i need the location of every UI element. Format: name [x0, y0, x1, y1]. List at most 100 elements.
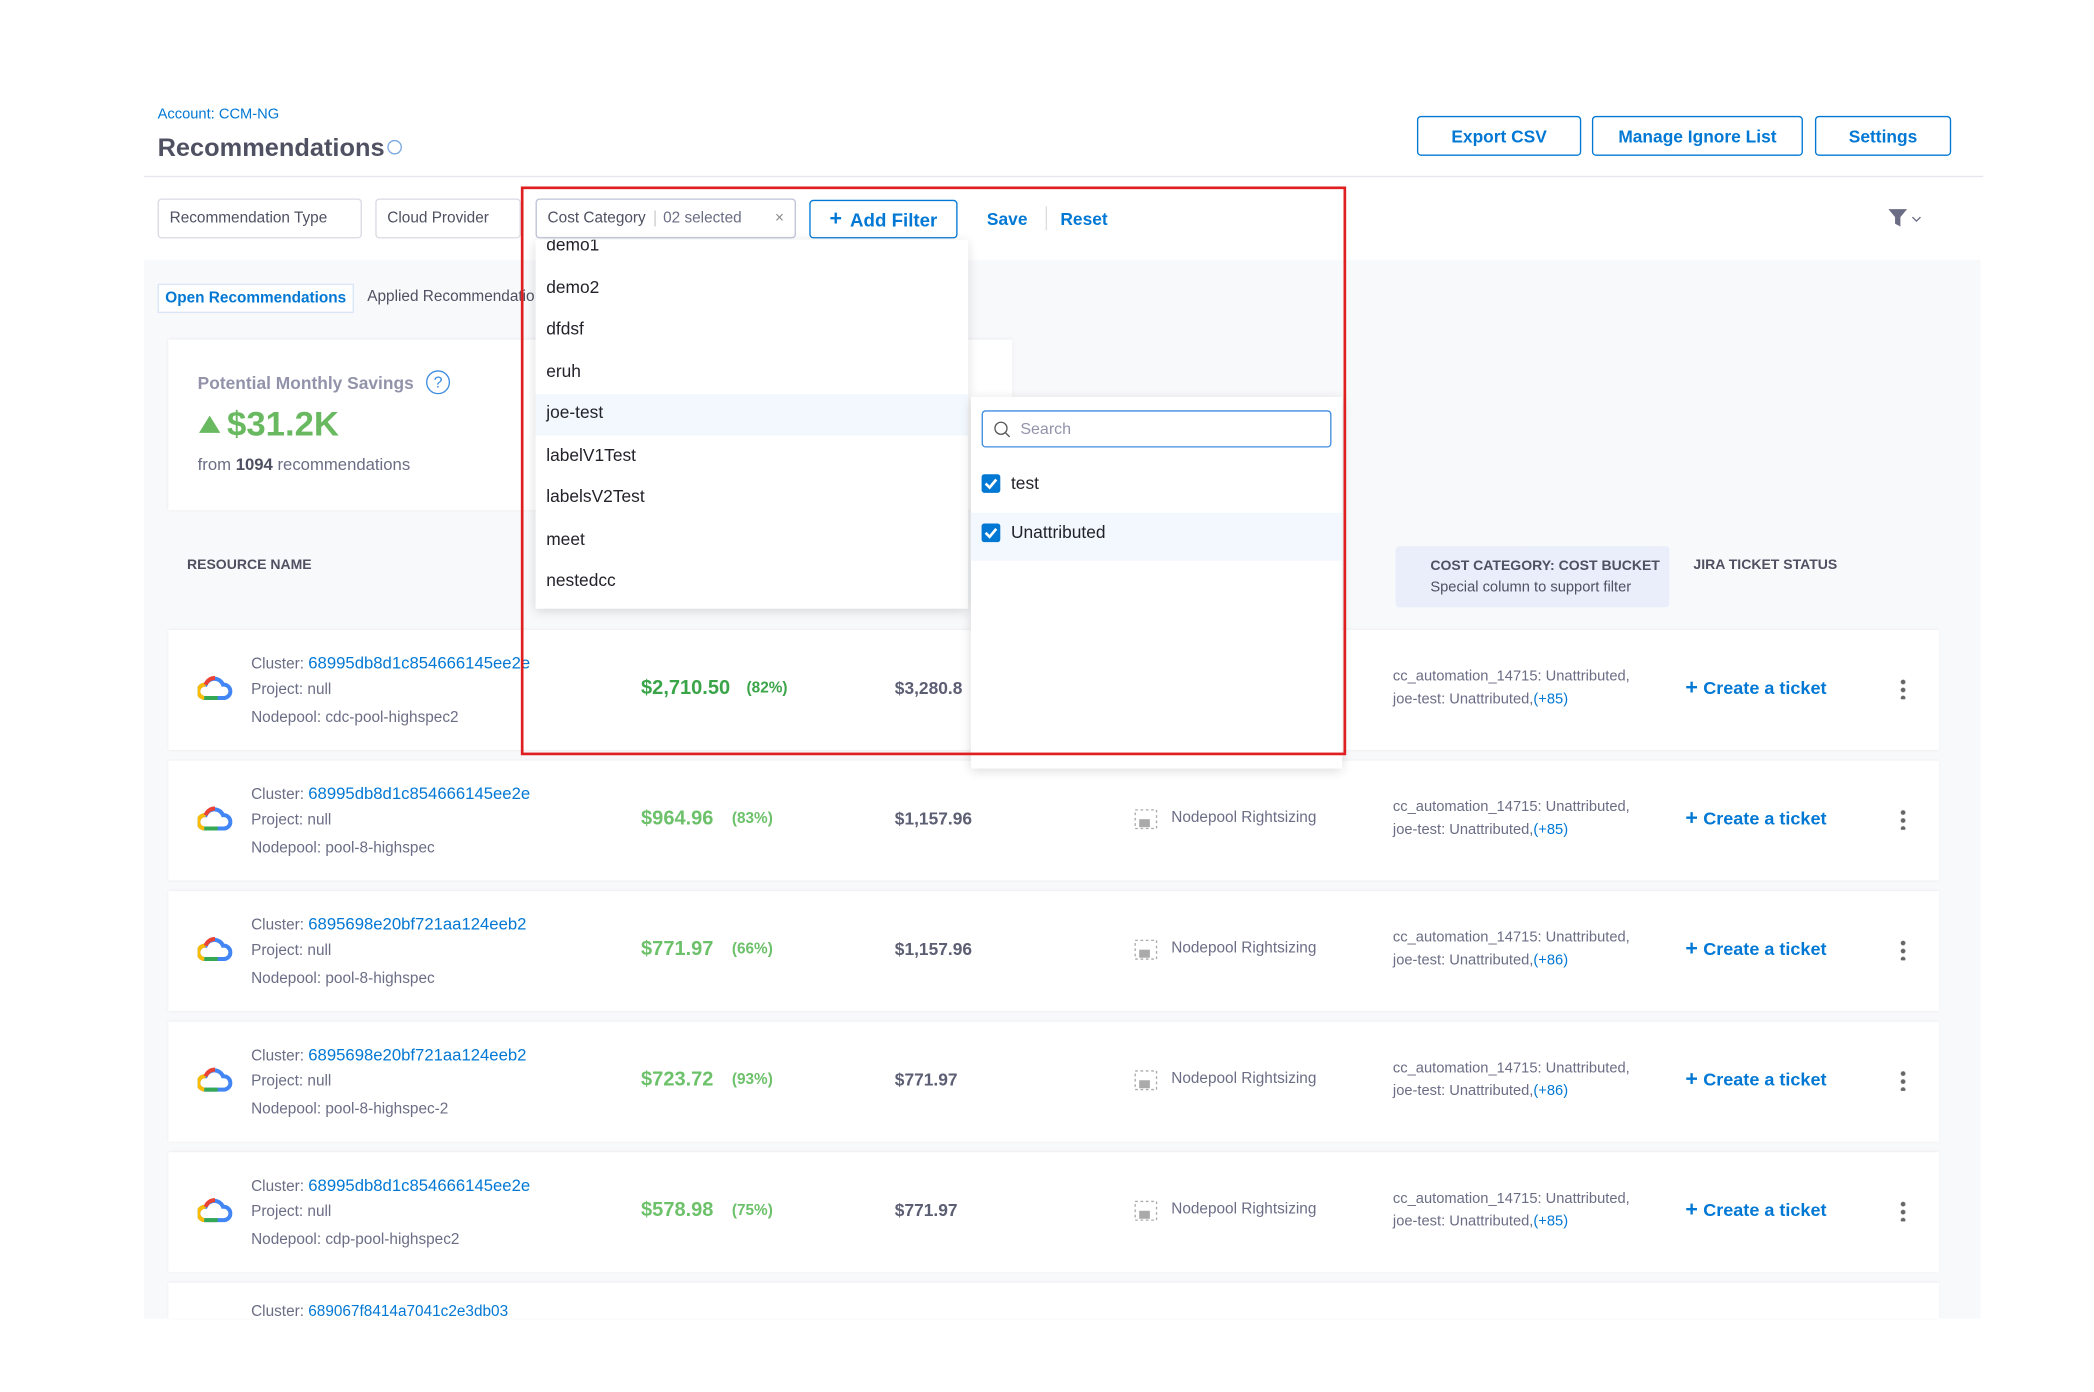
resource-line: Project: null — [251, 943, 331, 959]
save-button[interactable]: Save — [986, 209, 1028, 230]
option-label[interactable]: test — [1010, 472, 1039, 493]
savings-value: $771.97 — [641, 937, 714, 961]
dropdown-item[interactable]: demo1 — [546, 239, 600, 255]
tab-active[interactable]: Open Recommendations — [157, 283, 354, 314]
cluster-value[interactable]: 68995db8d1c854666145ee2e — [308, 1176, 531, 1195]
resource-line: Cluster: 68995db8d1c854666145ee2e — [251, 1176, 530, 1195]
add-filter-button[interactable]: + Add Filter — [809, 199, 958, 239]
type-icon — [1134, 939, 1158, 960]
dropdown-item[interactable]: labelsV2Test — [546, 486, 645, 507]
option-label[interactable]: Unattributed — [1010, 522, 1106, 543]
dropdown-item[interactable]: joe-test — [546, 402, 604, 423]
dropdown-item[interactable]: labelV1Test — [546, 444, 636, 465]
kebab-menu[interactable] — [1900, 1069, 1906, 1091]
cost-bucket-text: joe-test: Unattributed, — [1392, 1213, 1534, 1230]
kebab-menu[interactable] — [1900, 808, 1906, 830]
cluster-value[interactable]: 6895698e20bf721aa124eeb2 — [308, 915, 527, 934]
resource-line: Project: null — [251, 1074, 331, 1090]
create-ticket-button[interactable]: + Create a ticket — [1685, 807, 1827, 830]
cost-value: $771.97 — [894, 1069, 958, 1090]
savings-percent: (82%) — [746, 680, 788, 697]
nodepool-value: cdp-pool-highspec2 — [325, 1232, 460, 1249]
project-value: null — [307, 943, 332, 960]
manage-ignore-button[interactable]: Manage Ignore List — [1591, 115, 1803, 156]
recommendation-row[interactable]: Cluster: 6895698e20bf721aa124eeb2 Project… — [168, 1021, 1940, 1142]
recommendation-type: Nodepool Rightsizing — [1171, 809, 1317, 826]
cloud-icon — [197, 1067, 233, 1092]
recommendation-row[interactable]: Cluster: 68995db8d1c854666145ee2e Project… — [168, 760, 1940, 881]
filter-chip[interactable]: Cloud Provider — [375, 198, 521, 239]
recommendation-type: Nodepool Rightsizing — [1171, 1070, 1317, 1087]
kebab-menu[interactable] — [1900, 939, 1906, 961]
search-box[interactable]: Search — [981, 410, 1332, 448]
row-label: Nodepool: — [251, 709, 322, 726]
kebab-menu[interactable] — [1900, 677, 1906, 700]
help-icon[interactable]: ? — [426, 370, 451, 395]
create-ticket-button[interactable]: + Create a ticket — [1685, 1198, 1827, 1222]
divider — [144, 175, 1984, 178]
resource-line: Project: null — [251, 813, 331, 829]
chip-count: 02 selected — [653, 210, 742, 227]
create-ticket-button[interactable]: + Create a ticket — [1685, 937, 1827, 961]
cost-bucket: cc_automation_14715: Unattributed, — [1392, 668, 1630, 685]
savings-value: $2,710.50 — [641, 676, 731, 700]
resource-line: Cluster: 6895698e20bf721aa124eeb2 — [251, 1046, 526, 1065]
cluster-value[interactable]: 6895698e20bf721aa124eeb2 — [308, 1045, 527, 1065]
filter-icon[interactable] — [1887, 208, 1924, 229]
more-link[interactable]: (+85) — [1533, 821, 1569, 838]
more-link[interactable]: (+85) — [1533, 1213, 1569, 1230]
savings-amount: $31.2K — [227, 403, 340, 444]
type-icon — [1134, 1200, 1158, 1221]
search-placeholder: Search — [1020, 419, 1072, 439]
checkbox[interactable] — [981, 474, 1001, 493]
cost-bucket: cc_automation_14715: Unattributed, — [1392, 929, 1630, 946]
dropdown-item[interactable]: eruh — [546, 360, 581, 381]
cluster-link[interactable]: 689067f8414a7041c2e3db03 — [308, 1304, 509, 1319]
cost-bucket: joe-test: Unattributed,(+86) — [1393, 952, 1568, 968]
info-icon[interactable] — [387, 139, 402, 155]
account-link[interactable]: Account: CCM-NG — [157, 106, 280, 123]
tab[interactable]: Applied Recommendations — [367, 289, 551, 306]
savings-value: $578.98 — [641, 1198, 714, 1222]
reset-button[interactable]: Reset — [1060, 209, 1108, 230]
partial-row: Cluster: 689067f8414a7041c2e3db03 — [168, 1282, 1940, 1319]
resource-line: Nodepool: cdc-pool-highspec2 — [251, 710, 459, 726]
resource-line: Nodepool: pool-8-highspec-2 — [251, 1102, 448, 1118]
column-subtitle: Special column to support filter — [1430, 579, 1632, 596]
cost-bucket-text: joe-test: Unattributed, — [1392, 952, 1534, 969]
values-panel: Search test Unattributed — [970, 396, 1343, 769]
type-icon — [1134, 1070, 1158, 1091]
cluster-value[interactable]: 68995db8d1c854666145ee2e — [308, 784, 531, 804]
recommendation-row[interactable]: Cluster: 6895698e20bf721aa124eeb2 Project… — [168, 891, 1940, 1011]
project-value: null — [307, 1073, 332, 1090]
recommendation-row[interactable]: Cluster: 68995db8d1c854666145ee2e Project… — [168, 1152, 1940, 1273]
dropdown-item[interactable]: demo2 — [546, 276, 600, 297]
row-label: Nodepool: — [251, 840, 322, 857]
export-csv-button[interactable]: Export CSV — [1416, 115, 1582, 156]
dropdown-item[interactable]: dfdsf — [546, 318, 584, 339]
more-link[interactable]: (+86) — [1533, 1082, 1569, 1099]
cloud-icon — [197, 675, 233, 700]
more-link[interactable]: (+86) — [1533, 952, 1569, 969]
resource-line: Cluster: 6895698e20bf721aa124eeb2 — [251, 915, 526, 934]
row-label: Nodepool: — [251, 971, 322, 988]
create-ticket-button[interactable]: + Create a ticket — [1685, 676, 1827, 700]
dropdown-item[interactable]: meet — [546, 528, 585, 549]
settings-button[interactable]: Settings — [1814, 115, 1952, 156]
cost-bucket: joe-test: Unattributed,(+85) — [1393, 1213, 1568, 1229]
cost-bucket-text: joe-test: Unattributed, — [1392, 691, 1534, 708]
resource-line: Nodepool: pool-8-highspec — [251, 971, 435, 987]
row-label: Project: — [251, 943, 304, 960]
more-link[interactable]: (+85) — [1533, 691, 1569, 708]
filter-chip[interactable]: Recommendation Type — [157, 198, 362, 239]
kebab-menu[interactable] — [1900, 1200, 1906, 1222]
cluster-value[interactable]: 68995db8d1c854666145ee2e — [308, 654, 531, 673]
text: from — [197, 455, 232, 475]
cost-category-chip[interactable]: Cost Category 02 selected × — [535, 198, 796, 239]
savings-percent: (83%) — [731, 811, 773, 828]
savings-percent: (93%) — [731, 1072, 773, 1089]
dropdown-item[interactable]: nestedcc — [546, 570, 616, 591]
cost-bucket: cc_automation_14715: Unattributed, — [1392, 799, 1630, 816]
create-ticket-button[interactable]: + Create a ticket — [1685, 1068, 1827, 1091]
checkbox[interactable] — [981, 523, 1001, 543]
